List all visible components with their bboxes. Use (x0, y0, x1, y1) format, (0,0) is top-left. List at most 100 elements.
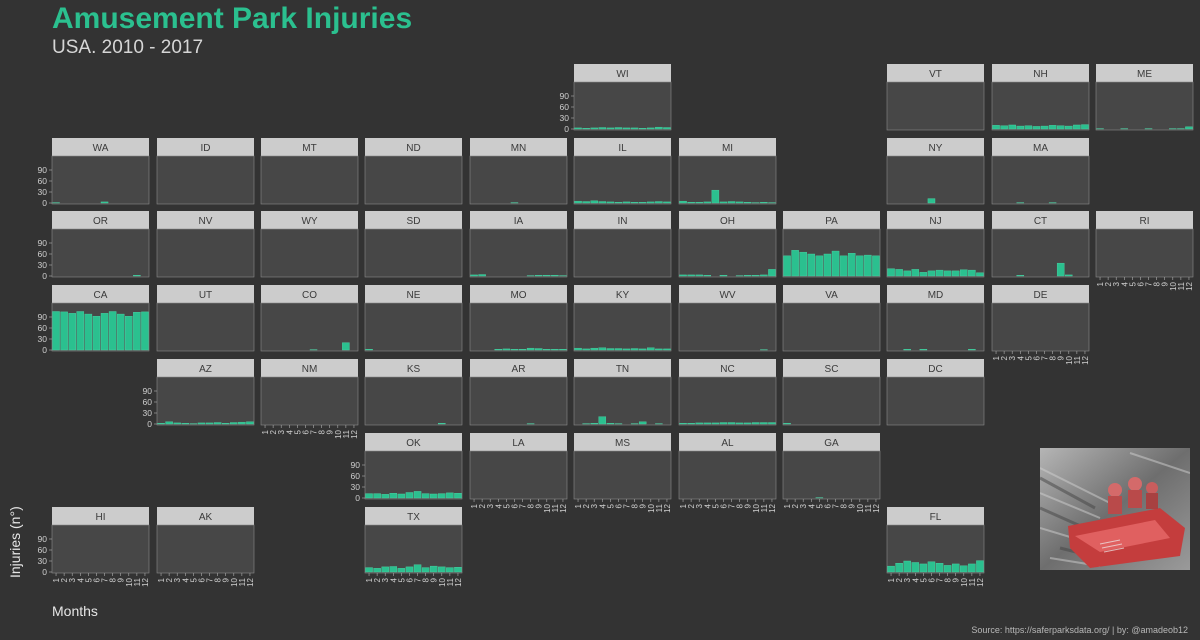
panel-va: VA (782, 285, 881, 352)
bar-fl-m9 (951, 563, 960, 573)
bar-nh-m2 (1000, 125, 1008, 130)
panel-strip (887, 211, 984, 229)
bar-nc-m1 (679, 423, 687, 425)
bar-wi-m8 (630, 127, 639, 130)
panel-ia: IA (469, 211, 568, 278)
x-tick-label: 2 (373, 577, 382, 582)
x-tick-label: 12 (1185, 281, 1194, 290)
x-tick-label: 11 (342, 429, 351, 438)
bar-ca-m2 (60, 311, 68, 351)
bar-nj-m9 (951, 270, 960, 277)
x-tick-label: 2 (791, 503, 800, 508)
panel-strip (679, 359, 776, 377)
x-tick-label: 7 (832, 503, 841, 508)
x-tick-label: 12 (768, 503, 777, 512)
y-tick-label: 60 (38, 249, 48, 259)
panel-state-label: VA (825, 290, 838, 301)
x-tick-label: 6 (1032, 355, 1041, 360)
x-tick-label: 6 (405, 577, 414, 582)
panel-strip (470, 433, 567, 451)
x-tick-label: 5 (711, 503, 720, 508)
panel-strip (992, 285, 1089, 303)
bar-ca-m12 (141, 311, 149, 351)
x-tick-label: 6 (719, 503, 728, 508)
panel-strip (887, 64, 984, 82)
bar-ks-m10 (438, 423, 446, 425)
panel-nh: NH (991, 64, 1090, 131)
bar-nj-m11 (968, 269, 976, 277)
bar-il-m12 (663, 201, 671, 204)
bar-tx-m4 (389, 566, 398, 573)
bar-fl-m6 (927, 561, 936, 573)
panel-strip (365, 138, 462, 156)
panel-state-label: DC (928, 364, 942, 375)
panel-plot-area (678, 376, 777, 426)
bar-oh-m6 (719, 275, 728, 277)
panel-plot-area (678, 228, 777, 278)
panel-plot-area (260, 155, 359, 205)
panel-strip (52, 507, 149, 525)
panel-strip (887, 138, 984, 156)
bar-ok-m12 (454, 493, 462, 499)
bar-mi-m3 (695, 202, 703, 204)
panel-plot-area (51, 524, 150, 574)
panel-ar: AR (469, 359, 568, 426)
bar-tn-m9 (638, 421, 647, 425)
panel-state-label: ND (406, 143, 420, 154)
panel-state-label: UT (199, 290, 212, 301)
bar-nh-m8 (1048, 125, 1057, 130)
panel-ut: UT (156, 285, 255, 352)
panel-strip (470, 211, 567, 229)
panel-state-label: NM (302, 364, 318, 375)
bar-nh-m7 (1040, 125, 1049, 130)
panel-strip (261, 211, 358, 229)
x-tick-label: 8 (109, 577, 118, 582)
bar-il-m9 (638, 202, 647, 204)
bar-mi-m2 (687, 202, 695, 204)
panel-plot-area (260, 376, 359, 426)
bar-oh-m12 (768, 269, 776, 277)
bar-pa-m5 (815, 255, 824, 277)
panel-state-label: MN (511, 143, 527, 154)
bar-mo-m8 (526, 347, 535, 351)
y-tick-label: 90 (38, 165, 48, 175)
panel-plot-area (782, 302, 881, 352)
panel-plot-area (991, 155, 1090, 205)
x-tick-label: 8 (631, 503, 640, 508)
bar-az-m9 (221, 423, 230, 425)
bar-wa-m7 (100, 201, 109, 204)
panel-state-label: NV (199, 216, 213, 227)
x-tick-label: 10 (125, 577, 134, 586)
chart-subtitle: USA. 2010 - 2017 (52, 37, 204, 58)
panel-plot-area (364, 155, 463, 205)
panel-plot-area (782, 376, 881, 426)
x-tick-label: 11 (864, 503, 873, 512)
bar-fl-m4 (911, 562, 920, 573)
y-tick-label: 60 (38, 176, 48, 186)
x-tick-label: 8 (1153, 281, 1162, 286)
bar-tx-m12 (454, 567, 462, 573)
panel-state-label: TN (616, 364, 629, 375)
panel-state-label: AK (199, 512, 213, 523)
bar-mo-m4 (494, 349, 503, 351)
panel-plot-area (991, 228, 1090, 278)
x-tick-label: 4 (285, 429, 294, 434)
bar-ok-m7 (413, 491, 422, 499)
y-tick-label: 60 (351, 471, 361, 481)
panel-wy: WY (260, 211, 359, 278)
panel-plot-area (469, 450, 568, 500)
bar-sc-m1 (783, 423, 791, 425)
panel-plot-area (469, 302, 568, 352)
panel-sc: SC (782, 359, 881, 426)
x-tick-label: 5 (189, 577, 198, 582)
bar-az-m4 (181, 423, 190, 425)
bar-nc-m2 (687, 423, 695, 425)
panel-state-label: AZ (199, 364, 212, 375)
x-tick-label: 11 (446, 577, 455, 586)
bar-ok-m9 (429, 493, 438, 499)
bar-oh-m9 (743, 275, 752, 277)
y-tick-label: 90 (38, 312, 48, 322)
x-tick-label: 10 (752, 503, 761, 512)
panel-plot-area (573, 155, 672, 205)
